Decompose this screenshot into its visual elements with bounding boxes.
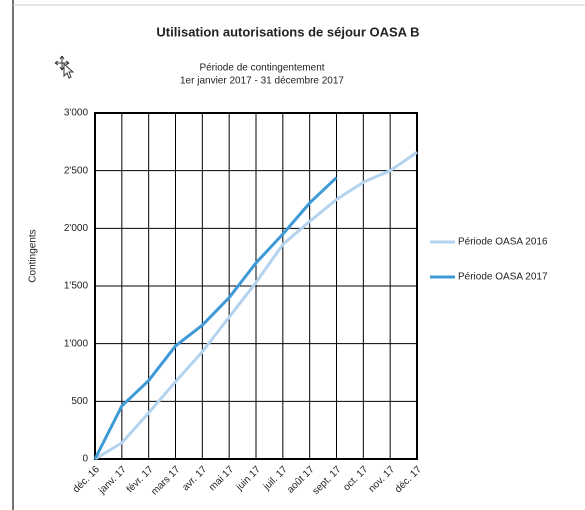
cursor-icon xyxy=(54,55,75,79)
y-tick-label: 1'000 xyxy=(64,338,89,349)
chart-title: Utilisation autorisations de séjour OASA… xyxy=(156,24,419,39)
chart-subtitle: Période de contingentement xyxy=(199,63,324,74)
y-tick-label: 2'500 xyxy=(64,165,89,176)
y-tick-label: 2'000 xyxy=(64,223,89,234)
legend-label: Période OASA 2017 xyxy=(458,272,548,283)
y-axis-label: Contingents xyxy=(28,229,39,282)
legend-label: Période OASA 2016 xyxy=(458,237,548,248)
series-line xyxy=(93,176,338,460)
y-tick-label: 3'000 xyxy=(64,108,89,119)
series-line xyxy=(94,150,418,461)
chart-subtitle: 1er janvier 2017 - 31 décembre 2017 xyxy=(180,76,344,87)
plot-border xyxy=(94,112,418,460)
y-tick-label: 1'500 xyxy=(64,281,89,292)
y-tick-label: 0 xyxy=(82,454,88,465)
y-tick-label: 500 xyxy=(71,396,88,407)
